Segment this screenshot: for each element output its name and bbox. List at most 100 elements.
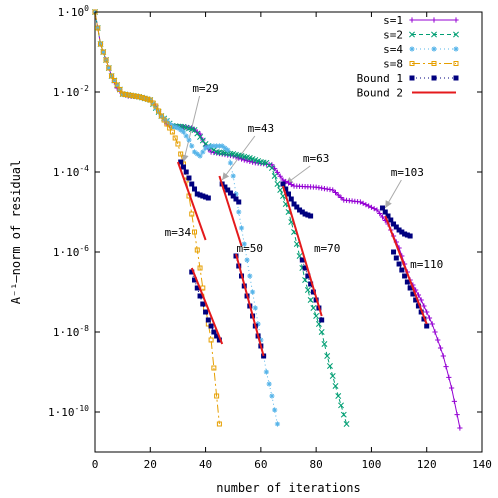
series-point (158, 113, 164, 119)
series-point (451, 398, 457, 404)
legend-marker (453, 17, 459, 23)
series-point (230, 173, 236, 179)
legend-label: Bound 2 (357, 87, 403, 100)
series-point (208, 143, 214, 149)
legend-marker (409, 46, 415, 52)
series-point (169, 123, 175, 129)
series-point (244, 257, 250, 263)
series-point (457, 425, 463, 431)
series-point (429, 321, 435, 327)
series-point (183, 133, 189, 139)
series-point (194, 130, 201, 137)
series-point (371, 206, 377, 212)
series-point (236, 209, 242, 215)
series-point (122, 91, 129, 98)
bound1-point (404, 279, 410, 285)
legend-label: s=2 (383, 29, 403, 42)
bound1-point (319, 317, 325, 323)
legend-entry: Bound 2 (357, 87, 456, 100)
bound1-segment (391, 249, 430, 329)
series-point (310, 305, 317, 311)
series-point (268, 165, 275, 171)
series-point (379, 214, 386, 220)
series-point (211, 365, 217, 371)
bound1-point (286, 191, 291, 197)
legend-entry: Bound 1 (357, 72, 459, 85)
bound1-point (203, 309, 209, 315)
legend-label: s=8 (383, 58, 403, 71)
x-tick-label: 0 (92, 458, 99, 471)
series-point (210, 147, 217, 153)
legend-label: s=4 (383, 43, 403, 56)
series-point (360, 200, 366, 206)
series-point (263, 369, 269, 375)
x-tick-label: 100 (361, 458, 381, 471)
series-point (142, 95, 148, 101)
series-point (424, 309, 430, 315)
series-point (122, 91, 128, 97)
series-point (330, 187, 336, 193)
series-point (156, 108, 162, 114)
legend-marker (431, 75, 437, 81)
series-point (175, 125, 181, 131)
legend-marker (431, 31, 437, 38)
series-point (432, 329, 438, 335)
series-point (340, 411, 347, 418)
series-point (219, 143, 225, 149)
series-point (233, 191, 239, 197)
series-point (100, 49, 106, 55)
x-tick-label: 60 (254, 458, 267, 471)
series-point (216, 421, 222, 427)
legend-entry: s=4 (383, 43, 459, 56)
annotation-arrowhead (181, 154, 189, 162)
series-point (142, 95, 148, 101)
series-point (125, 92, 131, 98)
series-point (169, 129, 175, 135)
series-point (338, 402, 344, 409)
y-tick-label: 1·10-10 (48, 404, 89, 419)
series-point (197, 265, 203, 271)
bound1-point (227, 190, 233, 196)
bound2-line (235, 253, 265, 357)
legend-marker (431, 46, 437, 52)
series-point (272, 407, 278, 413)
series-point (222, 145, 228, 151)
bound1-point (399, 267, 405, 273)
bound2-line (176, 161, 207, 241)
annotation-arrowhead (222, 172, 230, 180)
series-point (307, 297, 314, 303)
series-point (211, 143, 217, 149)
series-point (255, 321, 261, 327)
bound1-point (205, 317, 211, 323)
bound1-point (189, 181, 195, 187)
x-tick-label: 140 (472, 458, 492, 471)
series-point (208, 337, 214, 343)
annotation-arrowhead (385, 200, 392, 208)
series-point (111, 78, 117, 83)
legend-marker (409, 61, 415, 66)
series-point (120, 91, 126, 97)
bound2-line (384, 215, 428, 325)
series-point (324, 353, 331, 359)
series-line (94, 11, 220, 425)
annotation-label: m=34 (165, 226, 192, 239)
series-point (437, 345, 444, 351)
bound1-segment (219, 181, 242, 205)
bound1-segment (178, 159, 211, 201)
series-point (109, 73, 115, 79)
series-point (249, 289, 256, 295)
bound1-point (186, 175, 192, 181)
series-point (114, 82, 120, 88)
bound1-segment (280, 181, 314, 219)
legend-entry: s=8 (383, 58, 459, 71)
series-point (318, 329, 325, 335)
series-point (357, 199, 363, 205)
y-tick-label: 1·10-8 (53, 324, 89, 339)
series-s=8 (92, 9, 222, 427)
series-point (125, 92, 131, 98)
series-point (178, 151, 184, 157)
bound1-point (225, 187, 231, 193)
series-point (247, 273, 253, 279)
legend-marker (431, 61, 437, 66)
bound1-point (388, 217, 394, 223)
